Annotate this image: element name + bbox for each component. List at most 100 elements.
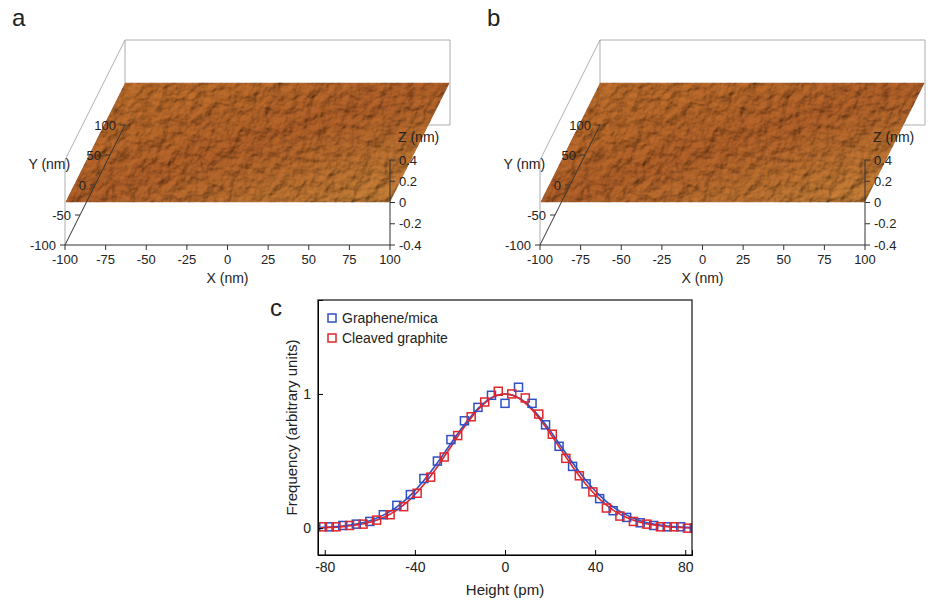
tick-label: -50: [137, 252, 156, 267]
fit-line: [318, 394, 692, 528]
axis-title: Frequency (arbitrary units): [283, 340, 300, 516]
axis-line: [540, 125, 600, 245]
data-point: [521, 394, 529, 402]
tick: [186, 245, 187, 250]
y-axis: 01: [303, 301, 323, 556]
tick-label: 100: [569, 118, 591, 133]
tick: [824, 245, 825, 250]
tick-label: 80: [678, 559, 694, 575]
axis-line: [319, 301, 324, 556]
tick-label: 50: [562, 148, 576, 163]
tick-label: -75: [571, 252, 590, 267]
tick-label: -25: [652, 252, 671, 267]
tick-label: 25: [261, 252, 275, 267]
tick: 0: [502, 550, 510, 575]
surface: [65, 83, 450, 203]
tick: 40: [588, 550, 604, 575]
axis-line: [319, 550, 693, 556]
tick: [783, 245, 784, 250]
panel-label: b: [487, 4, 500, 31]
tick: [540, 245, 541, 250]
tick-label: -80: [315, 559, 335, 575]
tick: [105, 155, 110, 156]
legend-item: Graphene/mica: [328, 310, 438, 326]
tick: 1: [303, 386, 323, 402]
x-axis: -100-75-50-250255075100: [527, 245, 876, 267]
data-point: [359, 520, 367, 528]
plot-area: [318, 383, 692, 532]
tick-label: 100: [379, 252, 401, 267]
tick-mark: [325, 550, 326, 555]
tick-mark: [415, 550, 416, 555]
tick: [390, 245, 391, 250]
tick: [621, 245, 622, 250]
data-point: [440, 453, 448, 461]
tick-label: 1: [303, 386, 311, 402]
tick: [390, 245, 395, 246]
data-point: [643, 520, 651, 528]
tick: [390, 160, 395, 161]
tick-mark: [595, 550, 596, 555]
data-point: [535, 410, 543, 418]
tick-label: 0: [554, 178, 561, 193]
scatter-panel: -80-400408001Height (pm)Frequency (arbit…: [270, 294, 698, 598]
tick: [105, 245, 106, 250]
axis-title: Z (nm): [873, 129, 914, 145]
x-axis: -80 -40 0 40 80: [315, 550, 694, 575]
tick: [865, 181, 870, 182]
legend-marker: [328, 314, 336, 322]
tick: [865, 245, 866, 250]
tick: [865, 223, 870, 224]
tick: [349, 245, 350, 250]
tick-label: -100: [52, 252, 78, 267]
tick: [75, 215, 80, 216]
surface-panel: -100-75-50-250255075100X (nm)-100-500501…: [487, 4, 925, 286]
tick: [580, 245, 581, 250]
tick-label: -75: [96, 252, 115, 267]
tick-label: 0: [79, 178, 86, 193]
tick-label: 0.2: [874, 174, 892, 189]
tick-label: 100: [854, 252, 876, 267]
tick: [390, 202, 395, 203]
tick-label: 50: [777, 252, 791, 267]
tick: [535, 245, 540, 246]
panel-label: c: [270, 294, 282, 321]
tick-label: -100: [30, 238, 56, 253]
tick: [580, 155, 585, 156]
tick-label: 0.4: [874, 153, 892, 168]
tick-label: 0: [874, 195, 881, 210]
axis-title: Y (nm): [503, 156, 545, 172]
fit-line: [318, 394, 692, 528]
tick: -40: [405, 550, 425, 575]
tick: [90, 185, 95, 186]
tick: [120, 125, 125, 126]
axis-title: Z (nm): [398, 129, 439, 145]
data-point: [332, 523, 340, 531]
axis-line: [65, 125, 125, 245]
tick-label: 75: [342, 252, 356, 267]
x-axis: -100-75-50-250255075100: [52, 245, 401, 267]
data-point: [575, 472, 583, 480]
data-point: [400, 503, 408, 511]
tick-label: 0: [399, 195, 406, 210]
plot-frame: [318, 300, 692, 555]
tick-label: -25: [177, 252, 196, 267]
data-point: [508, 390, 516, 398]
tick-label: -50: [527, 208, 546, 223]
tick: 0: [303, 520, 323, 536]
tick-label: -0.4: [874, 238, 896, 253]
legend: Graphene/micaCleaved graphite: [328, 310, 448, 346]
tick: [390, 181, 395, 182]
tick: [865, 245, 870, 246]
tick: [65, 245, 66, 250]
data-point: [454, 432, 462, 440]
surface: [540, 83, 925, 203]
data-point: [629, 517, 637, 525]
panel-label: a: [12, 4, 26, 31]
data-point: [386, 511, 394, 519]
tick: [268, 245, 269, 250]
data-point: [427, 473, 435, 481]
axis-title: X (nm): [682, 270, 724, 286]
y-axis: -100-50050100: [505, 118, 600, 253]
surface-panel: -100-75-50-250255075100X (nm)-100-500501…: [12, 4, 450, 286]
